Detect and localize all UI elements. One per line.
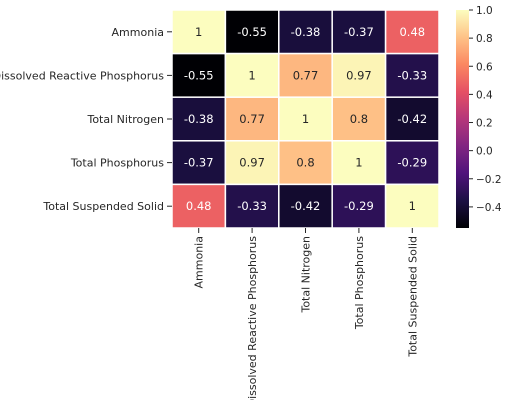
cell-value-label: -0.37 [344,25,374,39]
colorbar-gradient [456,10,469,228]
x-tick-label: Ammonia [193,236,206,288]
heatmap-cell-r2-c1 [224,96,280,142]
heatmap-cell-r4-c2 [278,183,333,229]
y-tick-label: Total Suspended Solid [42,200,164,213]
y-tick-label: Total Phosphorus [70,157,164,170]
heatmap-cell-r2-c3 [331,96,387,142]
cell-value-label: 1 [248,68,255,82]
cell-value-label: -0.55 [237,25,267,39]
x-tick-label: Dissolved Reactive Phosphorus [246,236,259,400]
colorbar-tick-label: −0.4 [476,202,502,214]
cell-value-label: -0.55 [184,68,214,82]
cell-value-label: -0.29 [344,199,374,213]
heatmap-col-labels: Ammonia Dissolved Reactive Phosphorus Tota… [193,228,419,400]
cell-value-label: -0.38 [184,112,214,126]
cell-value-label: 0.77 [293,68,319,82]
heatmap-cells [171,9,440,229]
cell-value-label: -0.29 [397,156,427,170]
cell-value-label: 1 [409,199,416,213]
cell-value-label: 0.77 [239,112,265,126]
y-tick-label: Ammonia [112,26,164,39]
heatmap-row-labels: Ammonia Dissolved Reactive Phosphorus Tota… [0,26,172,213]
heatmap-cell-r1-c4 [384,52,440,98]
y-tick-label: Total Nitrogen [86,113,164,126]
heatmap-cell-r3-c4 [384,140,440,186]
heatmap-cell-r4-c1 [224,183,280,229]
heatmap-cell-r1-c2 [278,52,333,98]
colorbar-tick-label: −0.2 [476,174,502,186]
cell-value-label: 0.48 [399,25,425,39]
x-tick-label: Total Suspended Solid [406,236,419,358]
cell-value-label: -0.42 [397,112,427,126]
cell-value-label: 0.8 [296,156,314,170]
colorbar-ticks: 1.0 0.8 0.6 0.4 0.2 0.0 −0.2 −0.4 [469,5,502,214]
x-tick-label: Total Phosphorus [353,236,366,330]
colorbar-tick-label: 1.0 [476,5,493,17]
cell-value-label: -0.37 [184,156,214,170]
heatmap-cell-r3-c3 [331,140,387,186]
cell-value-label: 0.48 [186,199,212,213]
colorbar-tick-label: 0.8 [476,33,493,45]
x-tick-label: Total Nitrogen [300,236,313,314]
colorbar: 1.0 0.8 0.6 0.4 0.2 0.0 −0.2 −0.4 [456,5,502,228]
colorbar-tick-label: 0.2 [476,118,493,130]
heatmap-cell-r0-c1 [224,9,280,55]
colorbar-tick-label: 0.6 [476,61,493,73]
colorbar-tick-label: 0.4 [476,89,493,101]
cell-value-label: -0.33 [237,199,267,213]
cell-value-label: 0.97 [346,68,372,82]
heatmap-cell-r3-c1 [224,140,280,186]
cell-value-label: -0.33 [397,68,427,82]
colorbar-tick-label: 0.0 [476,146,493,158]
cell-value-label: 0.8 [350,112,368,126]
y-tick-label: Dissolved Reactive Phosphorus [0,69,164,82]
heatmap-cell-labels: 1 -0.55 -0.38 -0.37 0.48 -0.55 1 0.77 0.97 -0.33 -… [184,25,427,213]
cell-value-label: 1 [195,25,202,39]
cell-value-label: 1 [302,112,309,126]
cell-value-label: 1 [355,156,362,170]
cell-value-label: -0.38 [291,25,321,39]
cell-value-label: -0.42 [291,199,321,213]
cell-value-label: 0.97 [239,156,265,170]
